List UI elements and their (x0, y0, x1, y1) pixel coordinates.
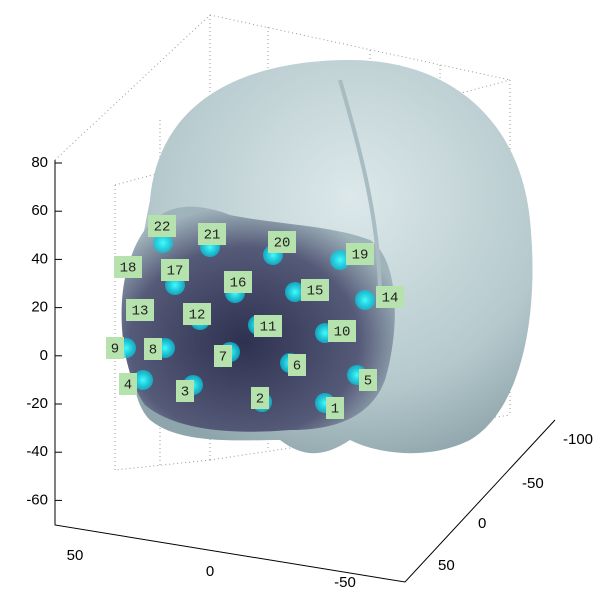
electrode-label: 15 (307, 284, 324, 300)
electrode-label: 8 (149, 343, 157, 359)
electrode-label: 17 (167, 264, 184, 280)
z-tick-label: 0 (40, 347, 48, 364)
z-tick-label: -20 (26, 395, 48, 412)
electrode-label: 14 (382, 291, 399, 307)
electrode-label: 7 (219, 350, 227, 366)
electrode-label: 9 (111, 342, 119, 358)
y-tick-label: -50 (334, 574, 356, 591)
electrode-label: 16 (230, 276, 247, 292)
electrode-label: 11 (260, 320, 277, 336)
y-tick-label: 50 (67, 547, 84, 564)
z-tick-label: -60 (26, 491, 48, 508)
z-tick-label: -40 (26, 443, 48, 460)
electrode-label: 12 (189, 308, 206, 324)
x-tick-label: -100 (563, 431, 593, 448)
z-tick-label: 80 (31, 154, 48, 171)
x-tick-label: -50 (522, 475, 544, 492)
x-tick-label: 0 (478, 515, 486, 532)
electrode-label: 20 (274, 236, 291, 252)
electrode-label: 22 (154, 220, 171, 236)
electrode-label: 4 (124, 378, 132, 394)
electrode-label: 5 (364, 374, 372, 390)
x-tick-label: 50 (438, 557, 455, 574)
electrode-label: 18 (120, 261, 137, 277)
electrode-label: 21 (204, 228, 221, 244)
electrode-label: 13 (132, 304, 149, 320)
electrode-label: 1 (331, 402, 339, 418)
z-tick-label: 60 (31, 202, 48, 219)
electrode-label: 19 (352, 248, 369, 264)
y-tick-label: 0 (206, 563, 214, 580)
z-tick-label: 20 (31, 299, 48, 316)
figure: 806040200-20-40-60500-50-100-50050 12345… (0, 0, 603, 594)
electrode-label: 6 (293, 359, 301, 375)
electrode-label: 3 (181, 385, 189, 401)
electrode-label: 2 (256, 392, 264, 408)
electrode-label: 10 (334, 325, 351, 341)
z-tick-label: 40 (31, 250, 48, 267)
electrode-dot (355, 290, 375, 310)
